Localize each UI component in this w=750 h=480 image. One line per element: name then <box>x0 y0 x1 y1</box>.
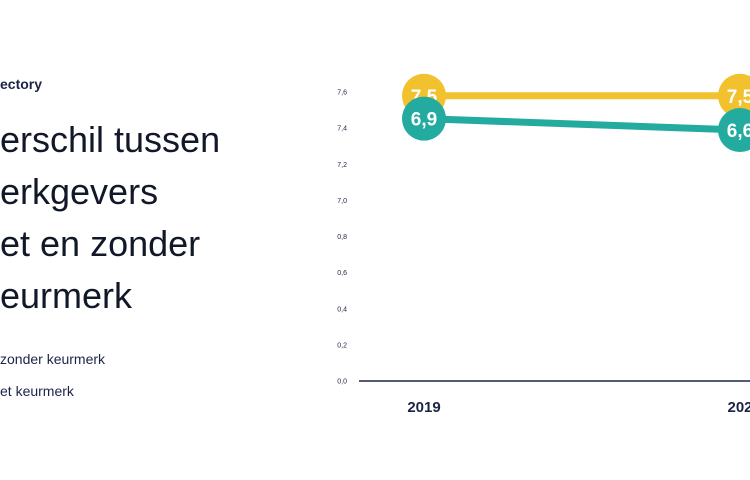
y-tick-label: 0,4 <box>337 306 347 313</box>
data-point <box>718 73 750 118</box>
y-tick-label: 7,2 <box>337 162 347 169</box>
y-tick-label: 7,6 <box>337 90 347 97</box>
y-tick-label: 7,0 <box>337 198 347 205</box>
legend-item: et keurmerk <box>0 383 74 399</box>
y-tick-label: 0,8 <box>337 234 347 241</box>
title-line: et en zonder <box>0 223 201 264</box>
y-tick-label: 7,4 <box>337 126 347 133</box>
brand-name: ectory <box>0 76 43 92</box>
data-point <box>718 108 750 153</box>
data-point <box>402 96 446 141</box>
y-tick-label: 0,2 <box>337 342 347 349</box>
title-line: erschil tussen <box>0 119 221 160</box>
data-label: 7,5 <box>727 87 750 108</box>
y-tick-label: 0,6 <box>337 270 347 277</box>
legend-item: zonder keurmerk <box>0 351 106 367</box>
y-tick-label: 0,0 <box>337 379 347 386</box>
title-line: eurmerk <box>0 275 133 316</box>
page-title: erschil tussen erkgevers et en zonder eu… <box>0 114 220 322</box>
title-line: erkgevers <box>0 171 159 212</box>
data-label: 6,6 <box>727 121 750 142</box>
legend: zonder keurmerk et keurmerk <box>0 343 105 407</box>
x-tick-label: 2019 <box>407 399 440 416</box>
series-line <box>420 115 744 134</box>
x-tick-label: 202 <box>727 399 750 416</box>
data-label: 6,9 <box>411 110 437 131</box>
